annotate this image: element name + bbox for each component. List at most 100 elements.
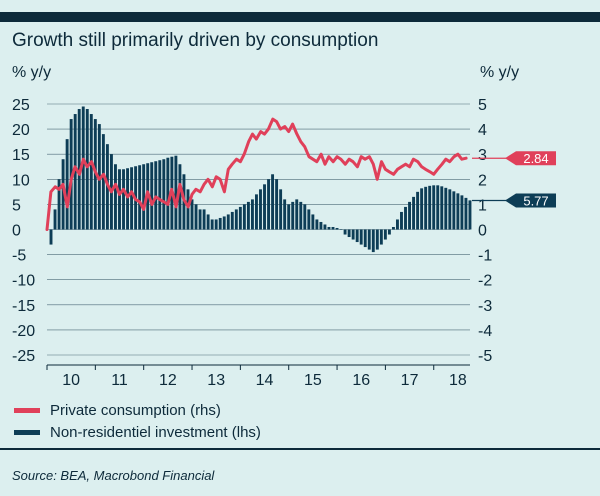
investment-bar	[218, 217, 222, 230]
investment-bar	[440, 186, 444, 230]
investment-bar	[81, 106, 85, 230]
investment-bar	[202, 209, 206, 230]
investment-bar	[206, 214, 210, 230]
investment-bar	[436, 185, 440, 230]
header-bar	[0, 12, 600, 22]
investment-bar	[174, 155, 178, 230]
investment-bar	[371, 229, 375, 253]
investment-bar	[190, 199, 194, 230]
investment-bar	[468, 200, 472, 230]
value-labels: 2.84 5.77	[472, 151, 556, 209]
investment-bar	[234, 209, 238, 230]
legend-swatch-investment	[14, 430, 40, 435]
investment-bar	[142, 164, 146, 230]
y-left-tick-label: 25	[12, 97, 30, 114]
y-left-tick-label: 15	[12, 147, 30, 164]
investment-bar	[387, 229, 391, 235]
y-left-tick-label: -20	[12, 323, 35, 340]
consumption-line	[45, 117, 468, 231]
investment-bar	[122, 169, 125, 230]
investment-bar	[166, 157, 170, 230]
investment-bar	[230, 211, 234, 230]
right-axis-unit: % y/y	[480, 64, 520, 81]
legend-item-consumption: Private consumption (rhs)	[14, 402, 221, 419]
value-label-text: 2.84	[523, 151, 548, 166]
grid-lines	[47, 103, 470, 356]
investment-bar	[101, 134, 105, 230]
investment-bar	[69, 119, 73, 230]
y-left-tick-label: -15	[12, 298, 35, 315]
investment-bar	[194, 204, 198, 230]
x-tick-label: 18	[449, 372, 467, 389]
investment-bar	[456, 193, 460, 230]
investment-bar	[331, 226, 335, 230]
investment-bar	[424, 186, 428, 230]
x-tick-label: 16	[352, 372, 370, 389]
investment-bar	[428, 185, 432, 230]
axes: 2520151050-5-10-15-20-25543210-1-2-3-4-5…	[12, 97, 492, 389]
investment-bar	[214, 219, 218, 230]
investment-bar	[396, 219, 399, 230]
investment-bar	[154, 161, 158, 230]
investment-bar	[279, 189, 283, 230]
value-label-tag	[505, 193, 556, 208]
investment-bar	[158, 160, 162, 230]
investment-bar	[375, 229, 379, 250]
y-right-tick-label: -5	[478, 348, 492, 365]
investment-bar	[355, 229, 359, 243]
investment-bar	[323, 224, 327, 230]
investment-bar	[85, 109, 89, 230]
investment-bar	[271, 174, 275, 230]
investment-bar	[61, 159, 65, 230]
investment-bar	[259, 189, 262, 230]
investment-bar	[267, 179, 270, 230]
source-note: Source: BEA, Macrobond Financial	[12, 468, 215, 483]
y-left-tick-label: 10	[12, 172, 30, 189]
investment-bar	[226, 214, 230, 230]
y-right-tick-label: -1	[478, 248, 492, 265]
y-right-tick-label: 0	[478, 223, 487, 240]
y-left-tick-label: -10	[12, 273, 35, 290]
investment-bar	[404, 206, 407, 230]
investment-bar	[65, 139, 69, 230]
chart-title: Growth still primarily driven by consump…	[12, 30, 379, 51]
investment-bar	[186, 189, 190, 230]
investment-bar	[420, 188, 424, 230]
x-tick-label: 15	[304, 372, 322, 389]
investment-bar	[150, 162, 154, 230]
investment-bar	[73, 114, 77, 230]
x-tick-label: 13	[207, 372, 225, 389]
investment-bar	[255, 194, 258, 230]
y-right-tick-label: -2	[478, 273, 492, 290]
investment-bar	[138, 165, 142, 230]
y-right-tick-label: 2	[478, 172, 487, 189]
source-divider	[0, 448, 600, 450]
investment-bar	[242, 204, 246, 230]
x-tick-label: 17	[401, 372, 419, 389]
investment-bar	[383, 229, 387, 240]
investment-bar	[57, 179, 61, 230]
y-right-tick-label: -4	[478, 323, 492, 340]
investment-bar	[287, 204, 291, 230]
investment-bar	[319, 221, 323, 230]
investment-bar	[250, 199, 254, 230]
chart-plot: 2520151050-5-10-15-20-25543210-1-2-3-4-5…	[12, 97, 556, 389]
investment-bar	[452, 191, 456, 230]
investment-bar	[210, 219, 214, 230]
y-right-tick-label: 1	[478, 197, 487, 214]
y-left-tick-label: 5	[12, 197, 21, 214]
investment-bar	[89, 114, 93, 230]
investment-bar	[246, 201, 250, 230]
investment-bar	[130, 167, 134, 230]
investment-bar	[307, 209, 311, 230]
investment-bar	[162, 159, 166, 230]
legend-swatch-consumption	[14, 408, 40, 413]
investment-bar	[464, 197, 468, 230]
investment-bar	[448, 189, 452, 230]
investment-bar	[412, 196, 416, 230]
investment-bar	[444, 187, 448, 230]
investment-bar	[460, 195, 464, 230]
y-left-tick-label: 0	[12, 223, 21, 240]
legend-label-consumption: Private consumption (rhs)	[50, 402, 221, 419]
investment-bar	[49, 229, 53, 245]
